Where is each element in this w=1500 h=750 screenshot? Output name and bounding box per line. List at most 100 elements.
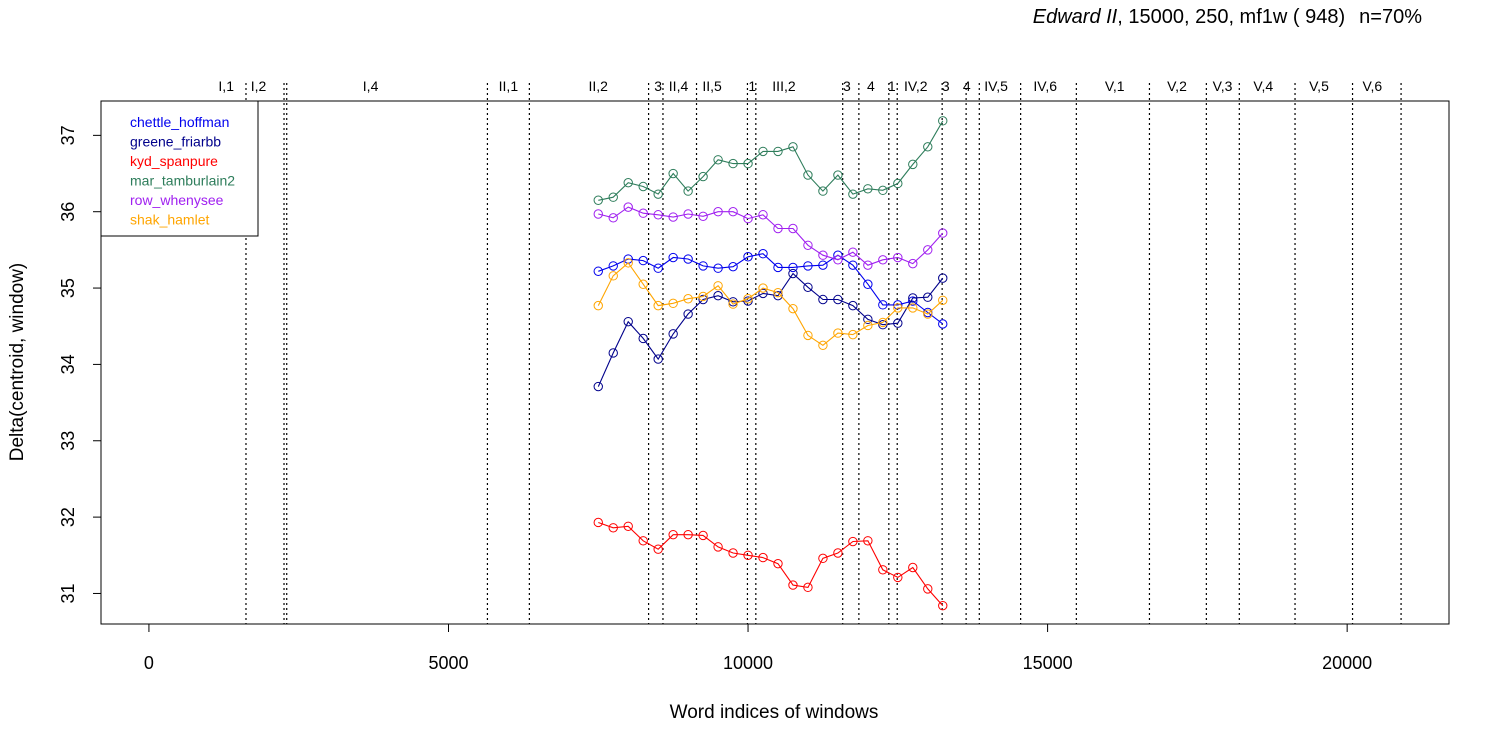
data-point-shak_hamlet-10 (743, 294, 753, 304)
data-point-chettle_hoffman-9 (728, 261, 738, 272)
data-point-shak_hamlet-16 (833, 328, 843, 338)
data-point-shak_hamlet-15 (818, 340, 828, 351)
data-point-row_whenysee-12 (773, 223, 783, 234)
data-point-shak_hamlet-0 (593, 300, 603, 311)
series-line-shak_hamlet (597, 262, 944, 346)
data-point-row_whenysee-1 (608, 213, 618, 223)
data-point-mar_tamburlain2-6 (683, 186, 693, 196)
plot-frame (100, 100, 1450, 625)
data-point-row_whenysee-10 (743, 213, 753, 224)
y-axis: 31 32 33 34 35 36 37 (58, 125, 102, 603)
data-point-mar_tamburlain2-11 (758, 146, 768, 157)
data-point-shak_hamlet-2 (623, 258, 633, 268)
data-point-shak_hamlet-6 (683, 294, 693, 304)
data-point-greene_friarbb-17 (848, 300, 858, 311)
legend: chettle_hoffman greene_friarbb kyd_spanpur… (100, 100, 259, 237)
data-point-shak_hamlet-23 (938, 295, 948, 305)
data-point-mar_tamburlain2-7 (698, 171, 708, 182)
data-point-greene_friarbb-12 (773, 290, 783, 301)
act-scene-label-12: 1 (888, 78, 896, 94)
series-line-kyd_spanpure (598, 521, 944, 607)
legend-entry-mar_tamburlain2: mar_tamburlain2 (130, 173, 235, 189)
data-point-row_whenysee-11 (758, 210, 768, 220)
data-point-shak_hamlet-11 (758, 283, 768, 293)
data-point-chettle_hoffman-3 (638, 255, 648, 266)
data-point-shak_hamlet-21 (908, 303, 918, 313)
data-point-row_whenysee-6 (683, 209, 693, 219)
data-point-mar_tamburlain2-20 (893, 178, 903, 189)
act-scene-label-11: 4 (867, 78, 875, 94)
data-point-chettle_hoffman-6 (683, 254, 693, 264)
data-point-kyd_spanpure-2 (623, 521, 633, 531)
data-point-shak_hamlet-22 (923, 309, 933, 319)
series-kyd_spanpure (593, 517, 948, 611)
data-point-mar_tamburlain2-15 (818, 186, 828, 196)
data-point-greene_friarbb-16 (833, 294, 843, 305)
data-point-kyd_spanpure-17 (848, 536, 858, 547)
data-point-mar_tamburlain2-23 (938, 116, 948, 126)
data-point-greene_friarbb-7 (698, 294, 708, 305)
legend-entry-kyd_spanpure: kyd_spanpure (130, 153, 218, 169)
data-point-chettle_hoffman-21 (908, 296, 918, 306)
series-chettle_hoffman (593, 249, 948, 329)
data-point-chettle_hoffman-1 (608, 261, 618, 271)
data-point-mar_tamburlain2-8 (713, 155, 723, 165)
data-point-greene_friarbb-20 (893, 318, 903, 328)
act-scene-label-0: I,1 (218, 78, 234, 94)
data-point-greene_friarbb-4 (653, 354, 663, 364)
data-point-mar_tamburlain2-3 (638, 181, 648, 192)
act-scene-label-4: II,2 (589, 78, 609, 94)
data-point-kyd_spanpure-12 (773, 558, 783, 569)
data-point-mar_tamburlain2-9 (728, 158, 738, 169)
data-point-mar_tamburlain2-21 (908, 159, 918, 170)
x-axis: 0 5000 10000 15000 20000 (144, 623, 1372, 673)
data-point-shak_hamlet-9 (728, 299, 738, 309)
data-point-chettle_hoffman-15 (818, 260, 828, 270)
data-point-chettle_hoffman-23 (938, 319, 948, 329)
act-scene-label-14: 3 (942, 78, 950, 94)
data-point-row_whenysee-18 (863, 260, 873, 270)
legend-entry-shak_hamlet: shak_hamlet (130, 212, 209, 228)
series-row_whenysee (593, 202, 948, 270)
data-point-greene_friarbb-5 (668, 329, 678, 339)
data-point-row_whenysee-17 (848, 247, 858, 257)
act-scene-label-5: 3 (654, 78, 662, 94)
data-point-mar_tamburlain2-10 (743, 158, 753, 169)
y-tick-label-36: 36 (58, 202, 78, 222)
act-scene-label-8: 1 (748, 78, 756, 94)
data-point-kyd_spanpure-1 (608, 523, 618, 533)
data-point-row_whenysee-8 (713, 207, 723, 217)
series-line-row_whenysee (598, 206, 944, 266)
data-point-row_whenysee-5 (668, 212, 678, 222)
data-point-kyd_spanpure-21 (908, 562, 918, 573)
data-point-row_whenysee-23 (938, 228, 948, 238)
data-point-mar_tamburlain2-5 (668, 168, 678, 179)
chart-title: Edward II, 15000, 250, mf1w ( 948) n=70% (1033, 6, 1422, 29)
act-scene-labels: I,1 I,2 I,4 II,1 II,2 3 II,4 II,5 1 III,2 3 4 1 IV,2 3… (218, 78, 1382, 94)
data-point-kyd_spanpure-16 (833, 548, 843, 558)
data-point-mar_tamburlain2-18 (863, 184, 873, 194)
data-point-mar_tamburlain2-12 (773, 146, 783, 157)
title-n: n=70% (1359, 6, 1422, 28)
data-point-greene_friarbb-21 (908, 293, 918, 303)
data-point-shak_hamlet-8 (713, 281, 723, 291)
data-point-shak_hamlet-4 (653, 300, 663, 311)
data-point-kyd_spanpure-9 (728, 548, 738, 558)
data-point-shak_hamlet-19 (878, 317, 888, 328)
act-scene-label-1: I,2 (251, 78, 267, 94)
data-point-greene_friarbb-3 (638, 333, 648, 344)
data-point-chettle_hoffman-5 (668, 252, 678, 263)
act-scene-label-16: IV,5 (984, 78, 1008, 94)
data-point-greene_friarbb-23 (938, 273, 948, 283)
data-point-row_whenysee-9 (728, 207, 738, 217)
act-scene-label-13: IV,2 (904, 78, 928, 94)
data-point-chettle_hoffman-18 (863, 279, 873, 289)
data-point-chettle_hoffman-10 (743, 252, 753, 262)
data-point-greene_friarbb-18 (863, 314, 873, 325)
y-tick-label-34: 34 (58, 354, 78, 374)
act-scene-label-21: V,4 (1253, 78, 1273, 94)
data-point-chettle_hoffman-12 (773, 262, 783, 273)
data-point-shak_hamlet-13 (788, 303, 798, 314)
y-tick-label-32: 32 (58, 507, 78, 527)
